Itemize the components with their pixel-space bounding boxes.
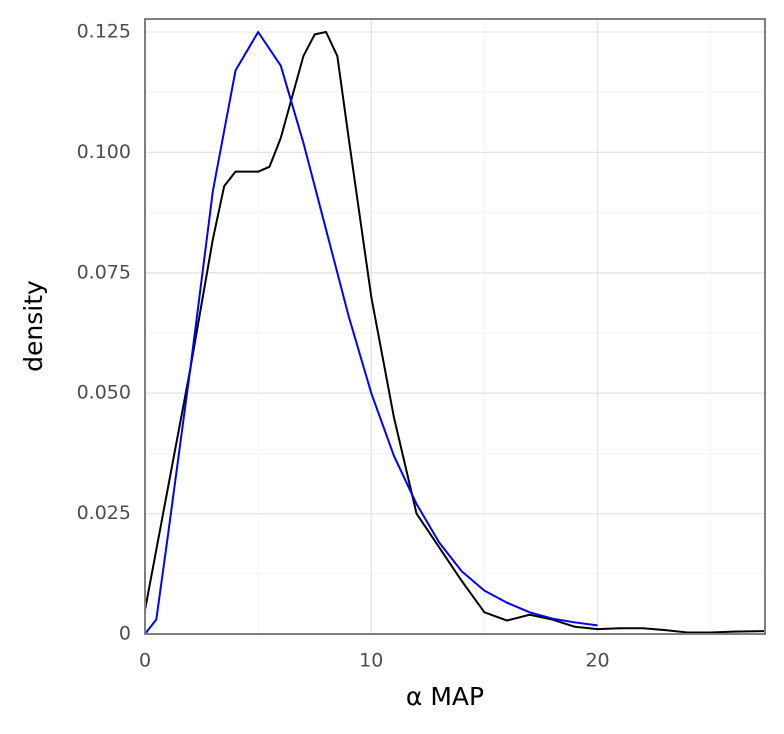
y-tick-label: 0 [119,623,131,645]
density-line [144,31,598,635]
y-tick-label: 0.100 [77,141,131,163]
y-tick-label: 0.050 [77,382,131,404]
density-line [144,31,766,634]
y-tick-label: 0.025 [77,502,131,524]
y-axis-label: density [19,280,48,372]
x-axis-label: α MAP [406,682,484,711]
y-tick-label: 0.125 [77,21,131,43]
x-tick-label: 10 [359,650,383,672]
x-tick-label: 20 [585,650,609,672]
panel-border [144,18,766,635]
x-tick-label: 0 [139,650,151,672]
y-tick-label: 0.075 [77,261,131,283]
